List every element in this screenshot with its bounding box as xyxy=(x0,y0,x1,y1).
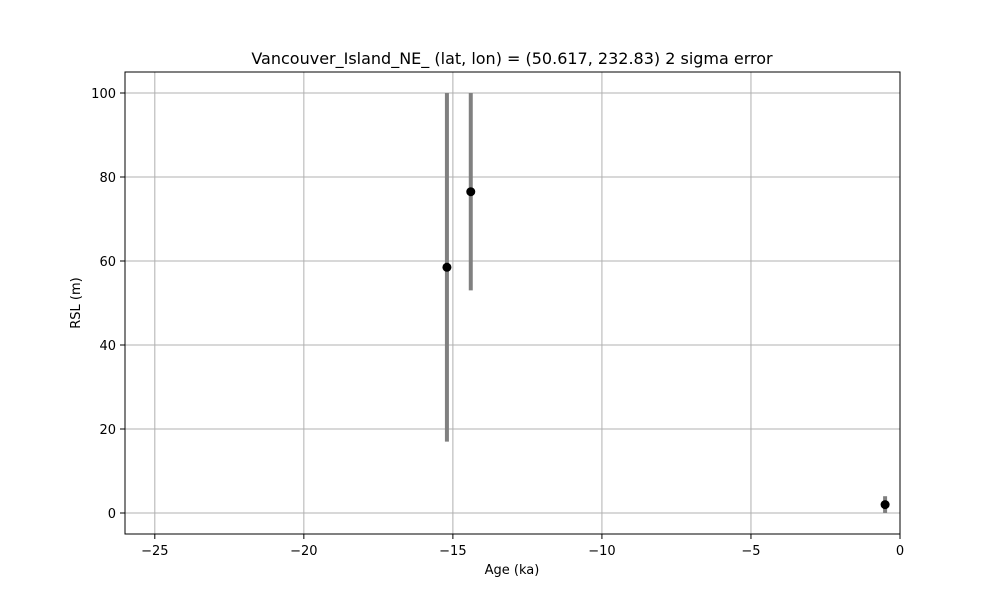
y-tick-label: 60 xyxy=(99,255,116,270)
grid-lines xyxy=(125,72,901,534)
x-tick-label: −25 xyxy=(141,544,168,559)
y-tick-label: 0 xyxy=(108,507,116,522)
x-tick-label: −10 xyxy=(588,544,615,559)
x-tick-label: −20 xyxy=(290,544,317,559)
y-axis-ticks: 0 20 40 60 80 100 xyxy=(91,87,125,522)
x-axis-ticks: −25 −20 −15 −10 −5 0 xyxy=(141,534,904,559)
chart-title: Vancouver_Island_NE_ (lat, lon) = (50.61… xyxy=(251,49,773,69)
error-bars xyxy=(444,93,888,513)
y-tick-label: 80 xyxy=(99,171,116,186)
data-point xyxy=(880,500,890,510)
y-tick-label: 100 xyxy=(91,87,116,102)
x-tick-label: −5 xyxy=(741,544,760,559)
data-point xyxy=(466,187,476,197)
plot-frame xyxy=(124,71,901,535)
x-tick-label: 0 xyxy=(896,544,904,559)
x-tick-label: −15 xyxy=(439,544,466,559)
x-axis-label: Age (ka) xyxy=(485,563,540,578)
y-tick-label: 20 xyxy=(99,423,116,438)
y-tick-label: 40 xyxy=(99,339,116,354)
data-points xyxy=(442,187,890,510)
data-point xyxy=(442,262,452,272)
y-axis-label: RSL (m) xyxy=(69,277,84,328)
